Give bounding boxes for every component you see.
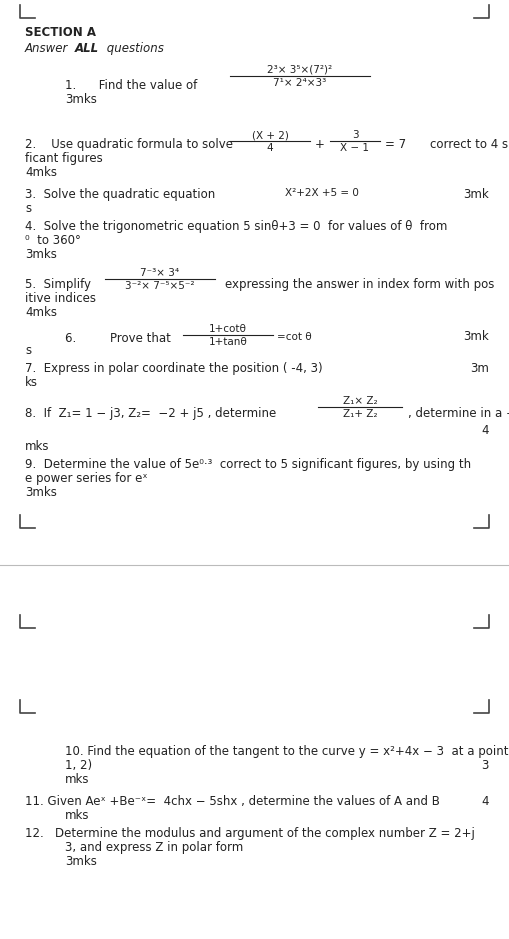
Text: 3mks: 3mks	[65, 855, 97, 868]
Text: 1.      Find the value of: 1. Find the value of	[65, 79, 197, 92]
Text: 4mks: 4mks	[25, 166, 57, 179]
Text: questions: questions	[103, 42, 164, 55]
Text: ⁰  to 360°: ⁰ to 360°	[25, 234, 81, 247]
Text: 11. Given Aeˣ +Be⁻ˣ=  4chx − 5shx , determine the values of A and B: 11. Given Aeˣ +Be⁻ˣ= 4chx − 5shx , deter…	[25, 795, 440, 808]
Text: 9.  Determine the value of 5e⁰·³  correct to 5 significant figures, by using th: 9. Determine the value of 5e⁰·³ correct …	[25, 458, 471, 471]
Text: 1+cotθ: 1+cotθ	[209, 324, 247, 334]
Text: expressing the answer in index form with pos: expressing the answer in index form with…	[225, 278, 494, 291]
Text: SECTION A: SECTION A	[25, 26, 96, 39]
Text: +: +	[315, 138, 325, 151]
Text: , determine in a + jb form:: , determine in a + jb form:	[408, 407, 509, 420]
Text: 3: 3	[352, 130, 358, 140]
Text: 7⁻³× 3⁴: 7⁻³× 3⁴	[140, 268, 180, 278]
Text: = 7: = 7	[385, 138, 406, 151]
Text: correct to 4 signi: correct to 4 signi	[430, 138, 509, 151]
Text: 2³× 3⁵×(7²)²: 2³× 3⁵×(7²)²	[267, 65, 332, 75]
Text: 4mks: 4mks	[25, 306, 57, 319]
Text: 3.  Solve the quadratic equation: 3. Solve the quadratic equation	[25, 188, 223, 201]
Text: Z₁× Z₂: Z₁× Z₂	[343, 396, 377, 406]
Text: mks: mks	[65, 773, 90, 786]
Text: 7.  Express in polar coordinate the position ( -4, 3): 7. Express in polar coordinate the posit…	[25, 362, 323, 375]
Text: 4: 4	[482, 795, 489, 808]
Text: e power series for eˣ: e power series for eˣ	[25, 472, 148, 485]
Text: X²+2X +5 = 0: X²+2X +5 = 0	[285, 188, 359, 198]
Text: 10. Find the equation of the tangent to the curve y = x²+4x − 3  at a point (: 10. Find the equation of the tangent to …	[65, 745, 509, 758]
Text: 3m: 3m	[470, 362, 489, 375]
Text: s: s	[25, 202, 31, 215]
Text: 3: 3	[482, 759, 489, 772]
Text: 8.  If  Z₁= 1 − j3, Z₂=  −2 + j5 , determine: 8. If Z₁= 1 − j3, Z₂= −2 + j5 , determin…	[25, 407, 276, 420]
Text: 12.   Determine the modulus and argument of the complex number Z = 2+j: 12. Determine the modulus and argument o…	[25, 827, 475, 840]
Text: X − 1: X − 1	[341, 143, 370, 153]
Text: 4: 4	[267, 143, 273, 153]
Text: mks: mks	[25, 440, 49, 453]
Text: Z₁+ Z₂: Z₁+ Z₂	[343, 409, 377, 419]
Text: (X + 2): (X + 2)	[251, 130, 289, 140]
Text: itive indices: itive indices	[25, 292, 96, 305]
Text: 5.  Simplify: 5. Simplify	[25, 278, 95, 291]
Text: 6.         Prove that: 6. Prove that	[65, 332, 175, 345]
Text: 3⁻²× 7⁻⁵×5⁻²: 3⁻²× 7⁻⁵×5⁻²	[125, 281, 195, 291]
Text: 3mk: 3mk	[463, 188, 489, 201]
Text: Answer: Answer	[25, 42, 72, 55]
Text: 4: 4	[482, 424, 489, 437]
Text: =cot θ: =cot θ	[277, 332, 312, 342]
Text: 3mks: 3mks	[65, 93, 97, 106]
Text: 1, 2): 1, 2)	[65, 759, 92, 772]
Text: ks: ks	[25, 376, 38, 389]
Text: 7¹× 2⁴×3³: 7¹× 2⁴×3³	[273, 78, 327, 88]
Text: ALL: ALL	[75, 42, 99, 55]
Text: 3mks: 3mks	[25, 248, 57, 261]
Text: mks: mks	[65, 809, 90, 822]
Text: s: s	[25, 344, 31, 357]
Text: 3, and express Z in polar form: 3, and express Z in polar form	[65, 841, 243, 854]
Text: 3mk: 3mk	[463, 330, 489, 343]
Text: 2.    Use quadratic formula to solve: 2. Use quadratic formula to solve	[25, 138, 233, 151]
Text: 1+tanθ: 1+tanθ	[209, 337, 247, 347]
Text: 3mks: 3mks	[25, 486, 57, 499]
Text: 4.  Solve the trigonometric equation 5 sinθ+3 = 0  for values of θ  from: 4. Solve the trigonometric equation 5 si…	[25, 220, 447, 233]
Text: ficant figures: ficant figures	[25, 152, 103, 165]
